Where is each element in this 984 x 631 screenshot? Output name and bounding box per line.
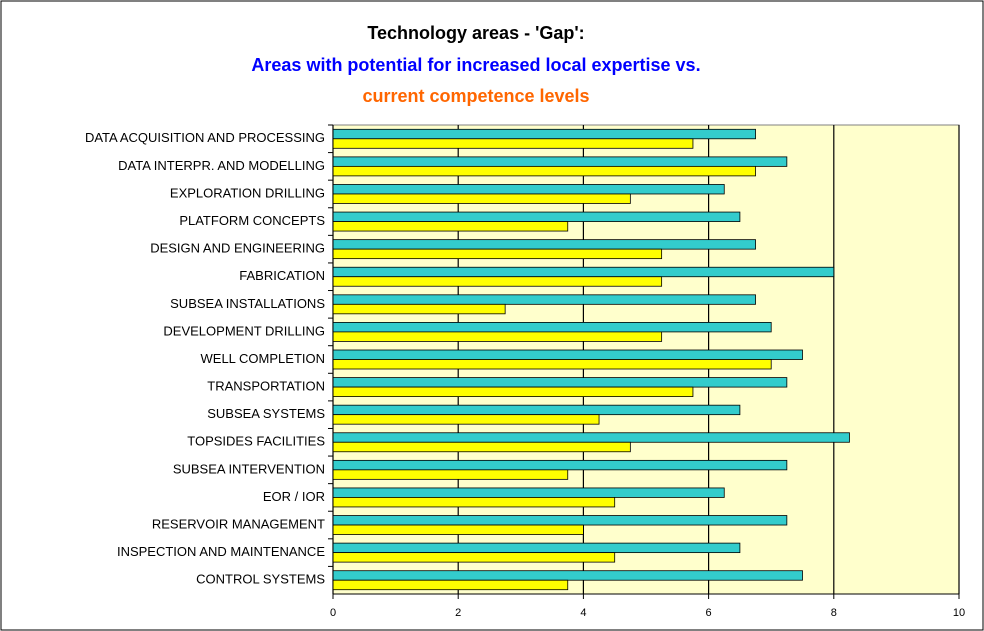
x-tick-label: 8 <box>831 607 837 619</box>
y-tick-label: TOPSIDES FACILITIES <box>187 434 325 449</box>
y-tick-label: WELL COMPLETION <box>201 351 325 366</box>
y-tick-label: EXPLORATION DRILLING <box>170 185 325 200</box>
bar <box>332 331 663 342</box>
y-tick-label: INSPECTION AND MAINTENANCE <box>117 544 325 559</box>
bar <box>332 441 631 453</box>
bar <box>332 349 803 360</box>
bar <box>332 579 569 591</box>
bar <box>332 515 788 526</box>
chart-title: Technology areas - 'Gap': <box>367 23 584 43</box>
y-tick-label: SUBSEA INTERVENTION <box>173 461 325 476</box>
x-tick-label: 2 <box>455 607 461 619</box>
bar <box>332 322 772 333</box>
bar <box>332 552 616 563</box>
bar <box>332 221 569 232</box>
bar <box>332 570 803 581</box>
bar <box>332 386 694 397</box>
bar <box>332 414 600 425</box>
chart-subtitle: current competence levels <box>362 86 589 106</box>
y-tick-label: DEVELOPMENT DRILLING <box>163 323 325 338</box>
x-tick-label: 10 <box>953 607 965 619</box>
bar <box>332 239 756 250</box>
bar <box>332 404 741 416</box>
y-tick-label: SUBSEA INSTALLATIONS <box>170 296 325 311</box>
y-tick-label: DATA ACQUISITION AND PROCESSING <box>85 130 325 145</box>
x-tick-label: 0 <box>330 607 336 619</box>
x-tick-label: 4 <box>580 607 586 619</box>
bar <box>332 459 788 471</box>
bar <box>332 165 756 177</box>
bar <box>332 542 741 554</box>
bar <box>332 524 584 535</box>
bar <box>332 248 663 260</box>
y-tick-label: TRANSPORTATION <box>207 379 325 394</box>
bar <box>332 497 616 508</box>
bar <box>332 184 725 195</box>
y-tick-label: DATA INTERPR. AND MODELLING <box>118 158 325 173</box>
y-tick-label: SUBSEA SYSTEMS <box>207 406 325 421</box>
bar <box>332 294 756 305</box>
bar <box>332 377 788 388</box>
y-tick-label: DESIGN AND ENGINEERING <box>150 241 325 256</box>
bar <box>332 128 756 140</box>
bar <box>332 156 788 167</box>
bar <box>332 138 694 149</box>
x-tick-label: 6 <box>706 607 712 619</box>
bar <box>332 487 725 498</box>
y-tick-label: FABRICATION <box>239 268 325 283</box>
bar <box>332 266 835 278</box>
bar <box>332 303 506 315</box>
bar <box>332 359 772 370</box>
bar <box>332 469 569 480</box>
bar <box>332 193 631 204</box>
y-tick-label: PLATFORM CONCEPTS <box>179 213 325 228</box>
y-tick-label: CONTROL SYSTEMS <box>196 572 325 587</box>
y-tick-label: RESERVOIR MANAGEMENT <box>152 516 325 531</box>
chart-subtitle: Areas with potential for increased local… <box>251 55 700 75</box>
bar <box>332 276 663 287</box>
bar <box>332 211 741 222</box>
bar <box>332 432 850 443</box>
y-tick-label: EOR / IOR <box>263 489 325 504</box>
